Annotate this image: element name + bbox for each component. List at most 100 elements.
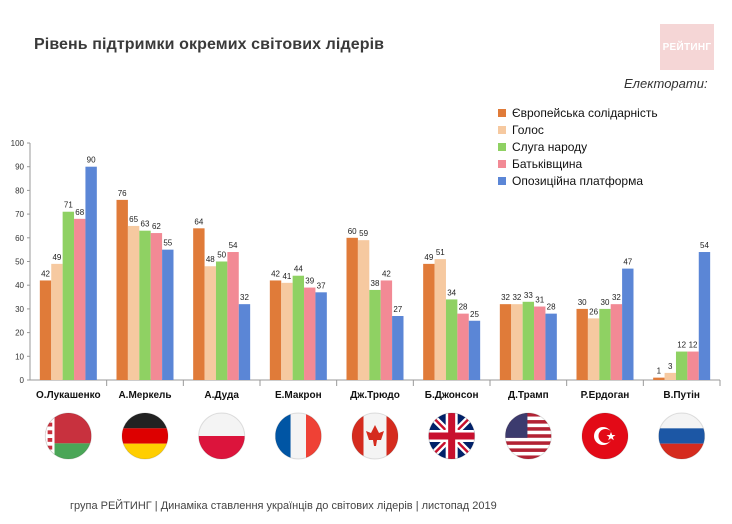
y-tick-label: 40 — [15, 281, 24, 290]
bar-value-label: 47 — [623, 258, 632, 267]
y-tick-label: 10 — [15, 352, 24, 361]
y-tick-label: 100 — [11, 139, 25, 148]
bar-value-label: 32 — [240, 293, 249, 302]
bar-value-label: 34 — [447, 288, 456, 297]
canada-flag-icon — [351, 412, 399, 460]
bar — [664, 372, 676, 380]
bar-value-label: 62 — [152, 222, 161, 231]
bar — [457, 313, 469, 380]
bar-value-label: 54 — [229, 241, 238, 250]
bar — [610, 304, 623, 380]
bar — [292, 275, 305, 380]
x-category-label: О.Лукашенко — [36, 390, 101, 401]
bar — [380, 280, 393, 380]
bar-value-label: 59 — [359, 229, 368, 238]
bar-value-label: 51 — [436, 248, 445, 257]
bar-value-label: 60 — [348, 227, 357, 236]
bar-value-label: 49 — [52, 253, 61, 262]
bar-value-label: 26 — [589, 307, 598, 316]
bar — [534, 306, 546, 380]
bar-value-label: 42 — [271, 269, 280, 278]
legend-label: Європейська солідарність — [512, 105, 658, 120]
bar-value-label: 27 — [393, 305, 402, 314]
bar-value-label: 65 — [129, 215, 138, 224]
bar-value-label: 30 — [578, 298, 587, 307]
legend-item: Батьківщина — [498, 155, 658, 172]
legend-swatch — [498, 159, 506, 168]
legend-item: Слуга народу — [498, 138, 658, 155]
y-tick-label: 90 — [15, 163, 24, 172]
bar — [576, 308, 588, 380]
bar-value-label: 63 — [141, 220, 150, 229]
x-category-label: Р.Ердоган — [581, 390, 630, 401]
bar-value-label: 3 — [668, 362, 673, 371]
bar — [434, 259, 446, 380]
bar-value-label: 28 — [547, 303, 556, 312]
x-category-label: Е.Макрон — [275, 390, 322, 401]
bar-value-label: 38 — [371, 279, 380, 288]
bar-value-label: 31 — [535, 296, 544, 305]
legend-item: Опозиційна платформа — [498, 172, 658, 189]
bar-value-label: 12 — [677, 341, 686, 350]
bar — [346, 237, 358, 380]
legend-swatch — [498, 142, 506, 151]
bar — [139, 230, 151, 380]
bar — [227, 252, 239, 380]
bar — [499, 304, 512, 380]
bar — [269, 280, 282, 380]
reyting-logo: РЕЙТИНГ — [660, 24, 714, 70]
poland-flag-icon — [198, 412, 246, 460]
france-flag-icon — [274, 412, 322, 460]
bar-chart: 01020304050607080901004249716890О.Лукаше… — [11, 139, 721, 460]
y-tick-label: 20 — [15, 329, 24, 338]
bar — [653, 377, 665, 380]
x-category-label: А.Меркель — [118, 390, 171, 401]
page-footer: група РЕЙТИНГ | Динаміка ставлення украї… — [70, 500, 497, 512]
bar-value-label: 28 — [459, 303, 468, 312]
y-tick-label: 0 — [20, 376, 25, 385]
bar-value-label: 55 — [163, 239, 172, 248]
bar — [51, 263, 63, 380]
bar-value-label: 12 — [689, 341, 698, 350]
bar — [357, 240, 370, 380]
y-tick-label: 60 — [15, 234, 24, 243]
bar — [675, 351, 688, 380]
bar — [545, 313, 557, 380]
usa-flag-icon — [504, 412, 552, 460]
bar — [62, 211, 75, 380]
bar — [587, 318, 600, 380]
y-tick-label: 50 — [15, 258, 24, 267]
bar — [445, 299, 458, 380]
chart-legend: Європейська солідарність Голос Слуга нар… — [498, 104, 658, 189]
x-category-label: Дж.Трюдо — [350, 390, 400, 401]
bar-value-label: 90 — [87, 156, 96, 165]
turkey-flag-icon — [581, 412, 629, 460]
uk-flag-icon — [428, 412, 476, 460]
bar-value-label: 32 — [512, 293, 521, 302]
bar — [687, 351, 699, 380]
bar — [39, 280, 52, 380]
bar-value-label: 64 — [194, 217, 203, 226]
bar-value-label: 1 — [657, 367, 662, 376]
bar — [85, 166, 97, 380]
legend-title: Електорати: — [624, 76, 708, 91]
bar-value-label: 32 — [501, 293, 510, 302]
bar — [304, 287, 316, 380]
bar — [162, 249, 174, 380]
bar — [150, 233, 163, 380]
x-category-label: Д.Трамп — [508, 390, 549, 401]
russia-flag-icon — [658, 412, 706, 460]
x-category-label: В.Путін — [663, 390, 700, 401]
legend-label: Опозиційна платформа — [512, 173, 644, 188]
bar — [116, 199, 128, 380]
bar — [522, 301, 535, 380]
bar — [215, 261, 228, 380]
bar-value-label: 44 — [294, 265, 303, 274]
bar-value-label: 50 — [217, 251, 226, 260]
bar — [238, 304, 251, 380]
legend-swatch — [498, 125, 506, 134]
bar-value-label: 54 — [700, 241, 709, 250]
x-category-label: А.Дуда — [204, 390, 239, 401]
bar — [315, 292, 327, 380]
legend-item: Європейська солідарність — [498, 104, 658, 121]
